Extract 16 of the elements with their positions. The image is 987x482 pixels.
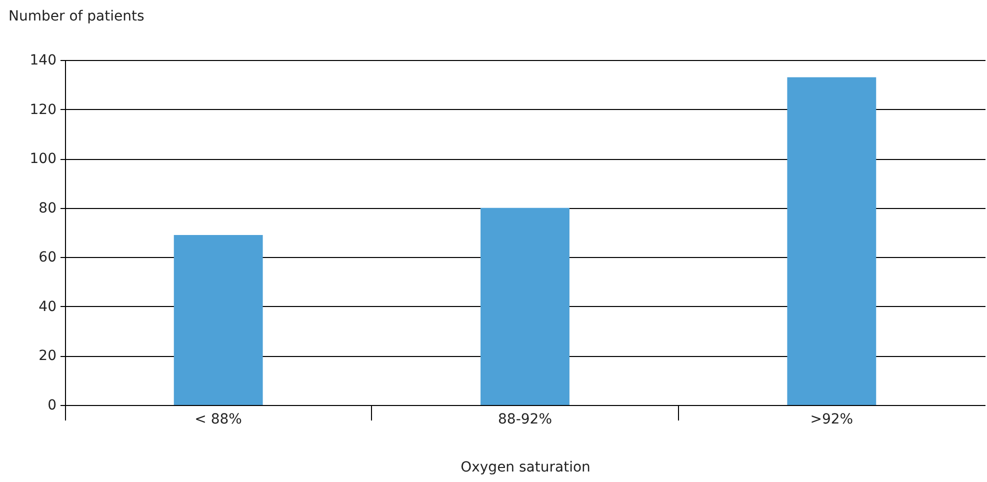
y-tick-label: 140 [30,52,56,68]
y-tick-label: 40 [38,298,56,315]
x-tick-label: 88-92% [498,412,552,428]
y-tick-label: 20 [38,348,56,364]
y-tick-label: 60 [38,250,56,266]
bar [174,234,263,405]
y-tick-label: 100 [30,151,56,168]
bar [787,77,876,405]
bar [480,208,570,405]
x-tick-label: < 88% [194,412,242,428]
x-tick-label: >92% [810,412,854,428]
y-axis-title: Number of patients [8,8,144,24]
y-tick-label: 0 [48,398,56,414]
y-tick-label: 80 [38,200,56,216]
x-axis-title: Oxygen saturation [460,460,590,476]
y-tick-label: 120 [30,102,56,118]
